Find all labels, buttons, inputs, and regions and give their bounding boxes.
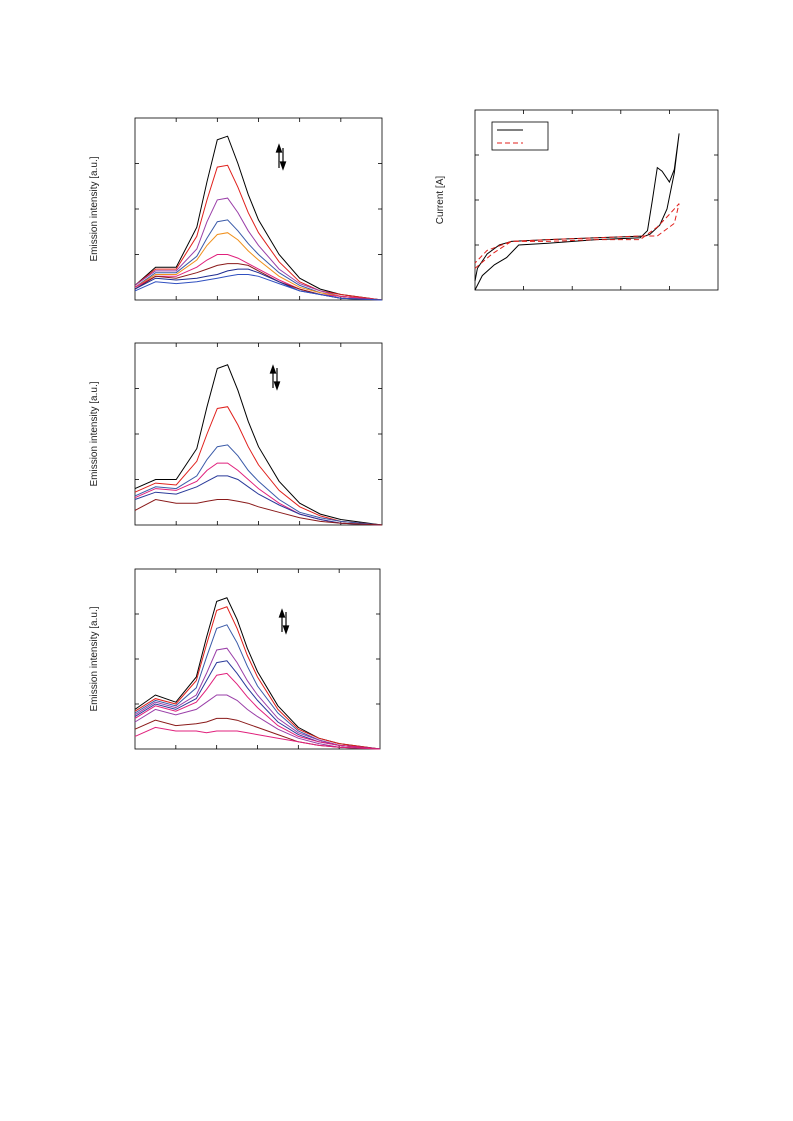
series-line [134, 647, 381, 750]
series-line [134, 219, 383, 301]
series-line [134, 597, 381, 750]
series-line [134, 197, 383, 301]
series-line [134, 232, 383, 301]
arrows [269, 143, 290, 635]
series-line [134, 606, 381, 750]
series-line [474, 203, 680, 269]
series-line [134, 726, 381, 750]
series-line [134, 498, 383, 526]
series-line [134, 364, 383, 526]
series-line [134, 135, 383, 301]
y-axis-label: Emission intensity [a.u.] [89, 156, 100, 261]
series-line [134, 444, 383, 526]
series-line [134, 672, 381, 750]
y-axis-label: Emission intensity [a.u.] [89, 381, 100, 486]
plot-frame [134, 342, 383, 526]
series-line [134, 263, 383, 301]
series-line [134, 164, 383, 301]
legend-box [491, 121, 549, 151]
series-line [134, 660, 381, 750]
series-line [134, 624, 381, 750]
series-line [134, 406, 383, 526]
series-line [134, 475, 383, 526]
plot-frame [134, 568, 381, 750]
series-line [134, 694, 381, 750]
y-axis-label: Current [A] [435, 176, 446, 225]
series-line [134, 254, 383, 301]
y-axis-label: Emission intensity [a.u.] [89, 606, 100, 711]
series-line [474, 133, 680, 291]
series-line [134, 274, 383, 301]
